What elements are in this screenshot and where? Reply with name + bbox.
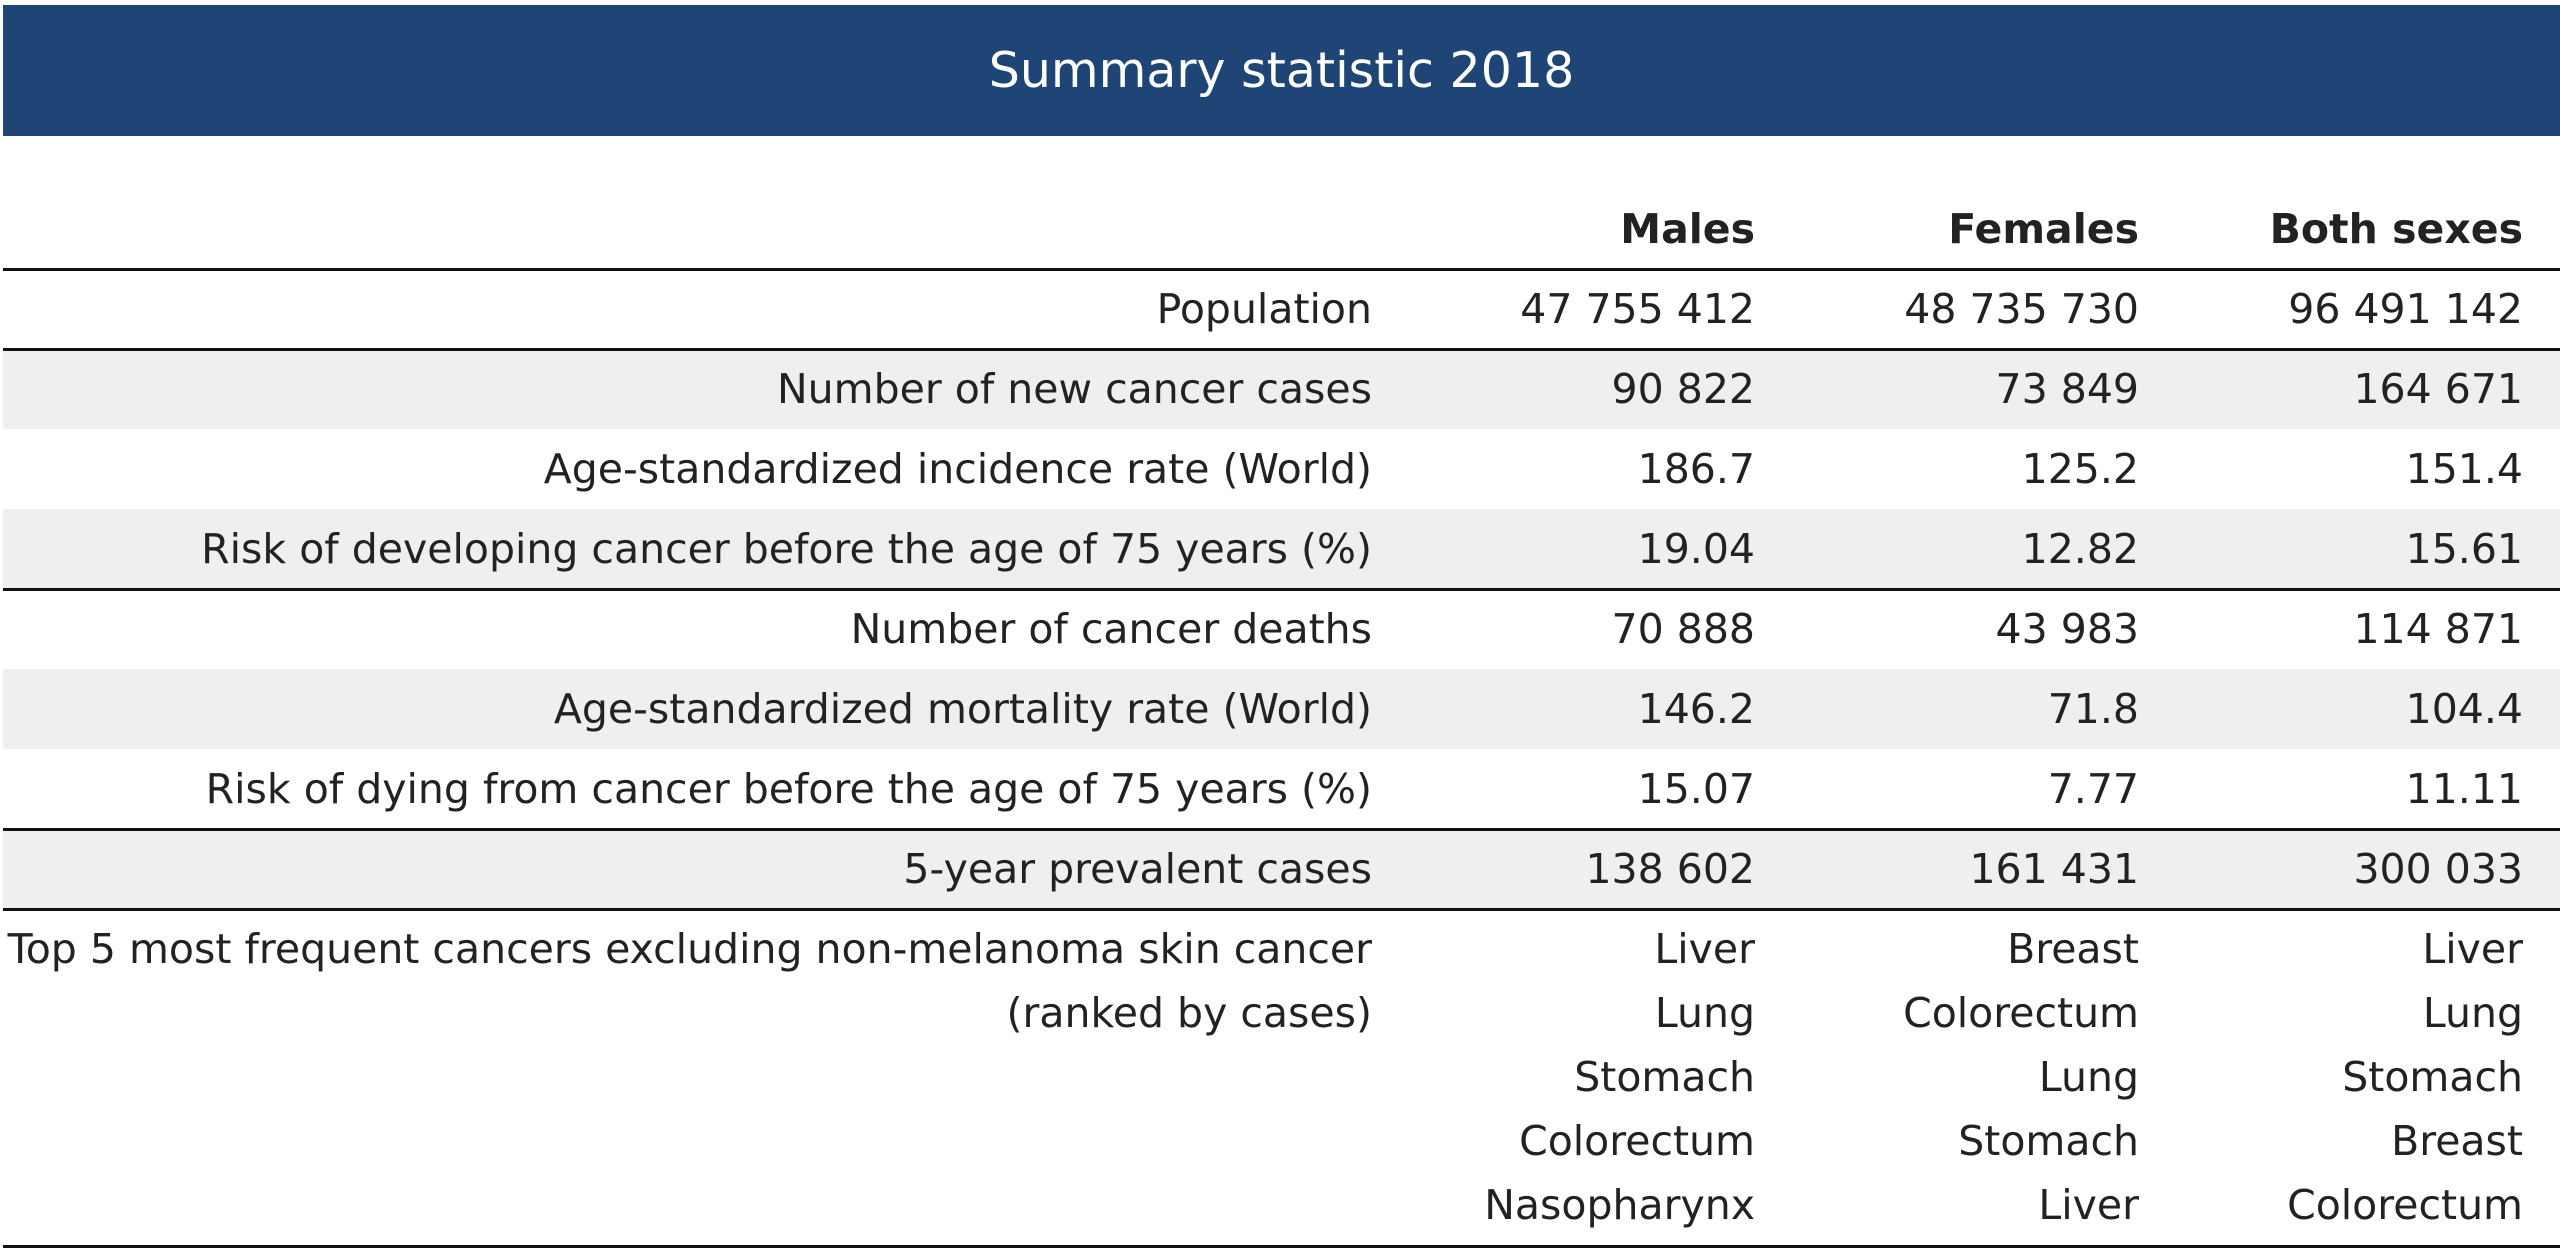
row-value: 11.11 xyxy=(2405,765,2523,813)
top-cancer-name: Colorectum xyxy=(1903,989,2139,1037)
row-value: 90 822 xyxy=(1611,365,1755,413)
row-value: 7.77 xyxy=(2047,765,2139,813)
row-value: 114 871 xyxy=(2353,605,2523,653)
row-value: 146.2 xyxy=(1637,685,1755,733)
top-cancers-label: Top 5 most frequent cancers excluding no… xyxy=(7,925,1372,973)
row-shading xyxy=(3,509,2560,589)
row-label: 5-year prevalent cases xyxy=(903,845,1372,893)
row-rule xyxy=(3,828,2560,831)
top-cancers-label: (ranked by cases) xyxy=(1006,989,1372,1037)
row-value: 12.82 xyxy=(2021,525,2139,573)
top-cancer-name: Lung xyxy=(2422,989,2523,1037)
column-header: Both sexes xyxy=(2269,205,2523,253)
row-value: 43 983 xyxy=(1995,605,2139,653)
row-label: Age-standardized incidence rate (World) xyxy=(543,445,1372,493)
row-rule xyxy=(3,348,2560,351)
row-rule xyxy=(3,908,2560,911)
top-cancer-name: Stomach xyxy=(1958,1117,2139,1165)
row-value: 15.07 xyxy=(1637,765,1755,813)
bottom-rule xyxy=(3,1245,2560,1248)
row-shading xyxy=(3,829,2560,909)
row-value: 161 431 xyxy=(1969,845,2139,893)
row-value: 15.61 xyxy=(2405,525,2523,573)
row-label: Number of new cancer cases xyxy=(777,365,1372,413)
row-label: Number of cancer deaths xyxy=(850,605,1372,653)
column-header: Females xyxy=(1948,205,2139,253)
row-label: Age-standardized mortality rate (World) xyxy=(553,685,1372,733)
top-cancer-name: Colorectum xyxy=(2287,1181,2523,1229)
row-value: 71.8 xyxy=(2047,685,2139,733)
row-value: 300 033 xyxy=(2353,845,2523,893)
row-value: 151.4 xyxy=(2405,445,2523,493)
top-cancer-name: Breast xyxy=(2007,925,2139,973)
row-value: 125.2 xyxy=(2021,445,2139,493)
top-cancer-name: Colorectum xyxy=(1519,1117,1755,1165)
row-label: Risk of dying from cancer before the age… xyxy=(205,765,1372,813)
top-cancer-name: Liver xyxy=(2422,925,2523,973)
top-cancer-name: Lung xyxy=(2038,1053,2139,1101)
top-cancer-name: Breast xyxy=(2391,1117,2523,1165)
top-cancer-name: Liver xyxy=(1654,925,1755,973)
row-value: 96 491 142 xyxy=(2288,285,2523,333)
row-rule xyxy=(3,268,2560,271)
title-banner: Summary statistic 2018 xyxy=(3,5,2560,136)
top-cancer-name: Lung xyxy=(1654,989,1755,1037)
row-value: 186.7 xyxy=(1637,445,1755,493)
top-cancer-name: Stomach xyxy=(2342,1053,2523,1101)
top-cancer-name: Nasopharynx xyxy=(1484,1181,1755,1229)
row-value: 138 602 xyxy=(1585,845,1755,893)
row-value: 19.04 xyxy=(1637,525,1755,573)
page-title: Summary statistic 2018 xyxy=(988,42,1575,99)
row-rule xyxy=(3,588,2560,591)
column-header: Males xyxy=(1620,205,1755,253)
row-label: Population xyxy=(1156,285,1372,333)
row-label: Risk of developing cancer before the age… xyxy=(201,525,1372,573)
row-value: 48 735 730 xyxy=(1904,285,2139,333)
top-cancer-name: Stomach xyxy=(1574,1053,1755,1101)
row-value: 73 849 xyxy=(1995,365,2139,413)
row-shading xyxy=(3,669,2560,749)
row-value: 104.4 xyxy=(2405,685,2523,733)
row-value: 47 755 412 xyxy=(1520,285,1755,333)
row-value: 164 671 xyxy=(2353,365,2523,413)
row-value: 70 888 xyxy=(1611,605,1755,653)
top-cancer-name: Liver xyxy=(2038,1181,2139,1229)
row-shading xyxy=(3,349,2560,429)
